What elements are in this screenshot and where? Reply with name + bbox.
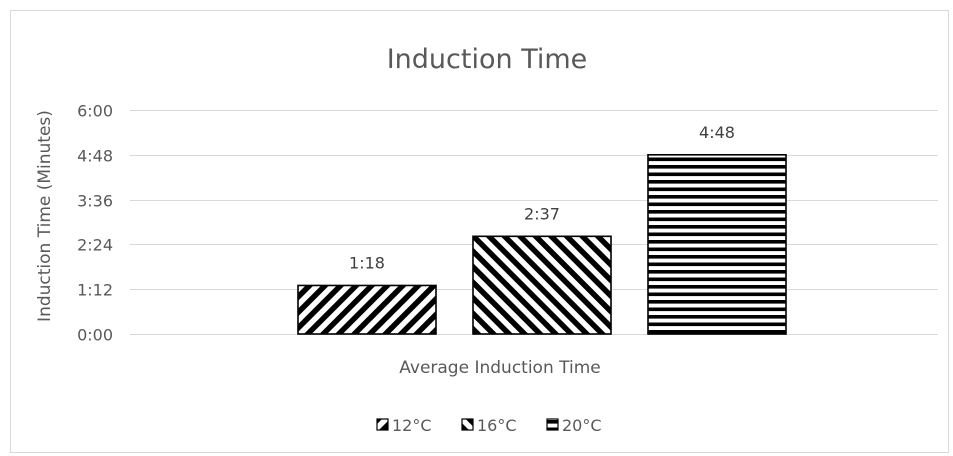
data-label: 1:18 [349, 253, 385, 272]
legend-swatch [376, 418, 389, 431]
y-axis-title: Induction Time (Minutes) [35, 110, 55, 322]
data-label: 2:37 [524, 204, 560, 223]
legend: 12°C 16°C 20°C [376, 416, 602, 435]
legend-label: 12°C [392, 416, 432, 435]
legend-swatch [546, 418, 559, 431]
bar-20°C [647, 154, 787, 335]
y-tick-label: 3:36 [77, 192, 113, 211]
data-label: 4:48 [699, 123, 735, 142]
legend-label: 16°C [477, 416, 517, 435]
y-tick-label: 0:00 [77, 326, 113, 345]
x-axis-title: Average Induction Time [399, 358, 601, 378]
y-axis-tick-labels: 0:00 1:12 2:24 3:36 4:48 6:00 [77, 102, 113, 345]
y-tick-label: 2:24 [77, 236, 113, 255]
y-tick-label: 6:00 [77, 102, 113, 121]
legend-swatch [461, 418, 474, 431]
y-tick-label: 4:48 [77, 147, 113, 166]
legend-label: 20°C [562, 416, 602, 435]
y-tick-label: 1:12 [77, 281, 113, 300]
chart-frame [10, 10, 949, 453]
bar-16°C [472, 235, 612, 335]
bars [297, 154, 787, 335]
bar-12°C [297, 284, 437, 335]
chart-title: Induction Time [387, 44, 588, 75]
data-labels: 1:18 2:37 4:48 [349, 123, 735, 273]
